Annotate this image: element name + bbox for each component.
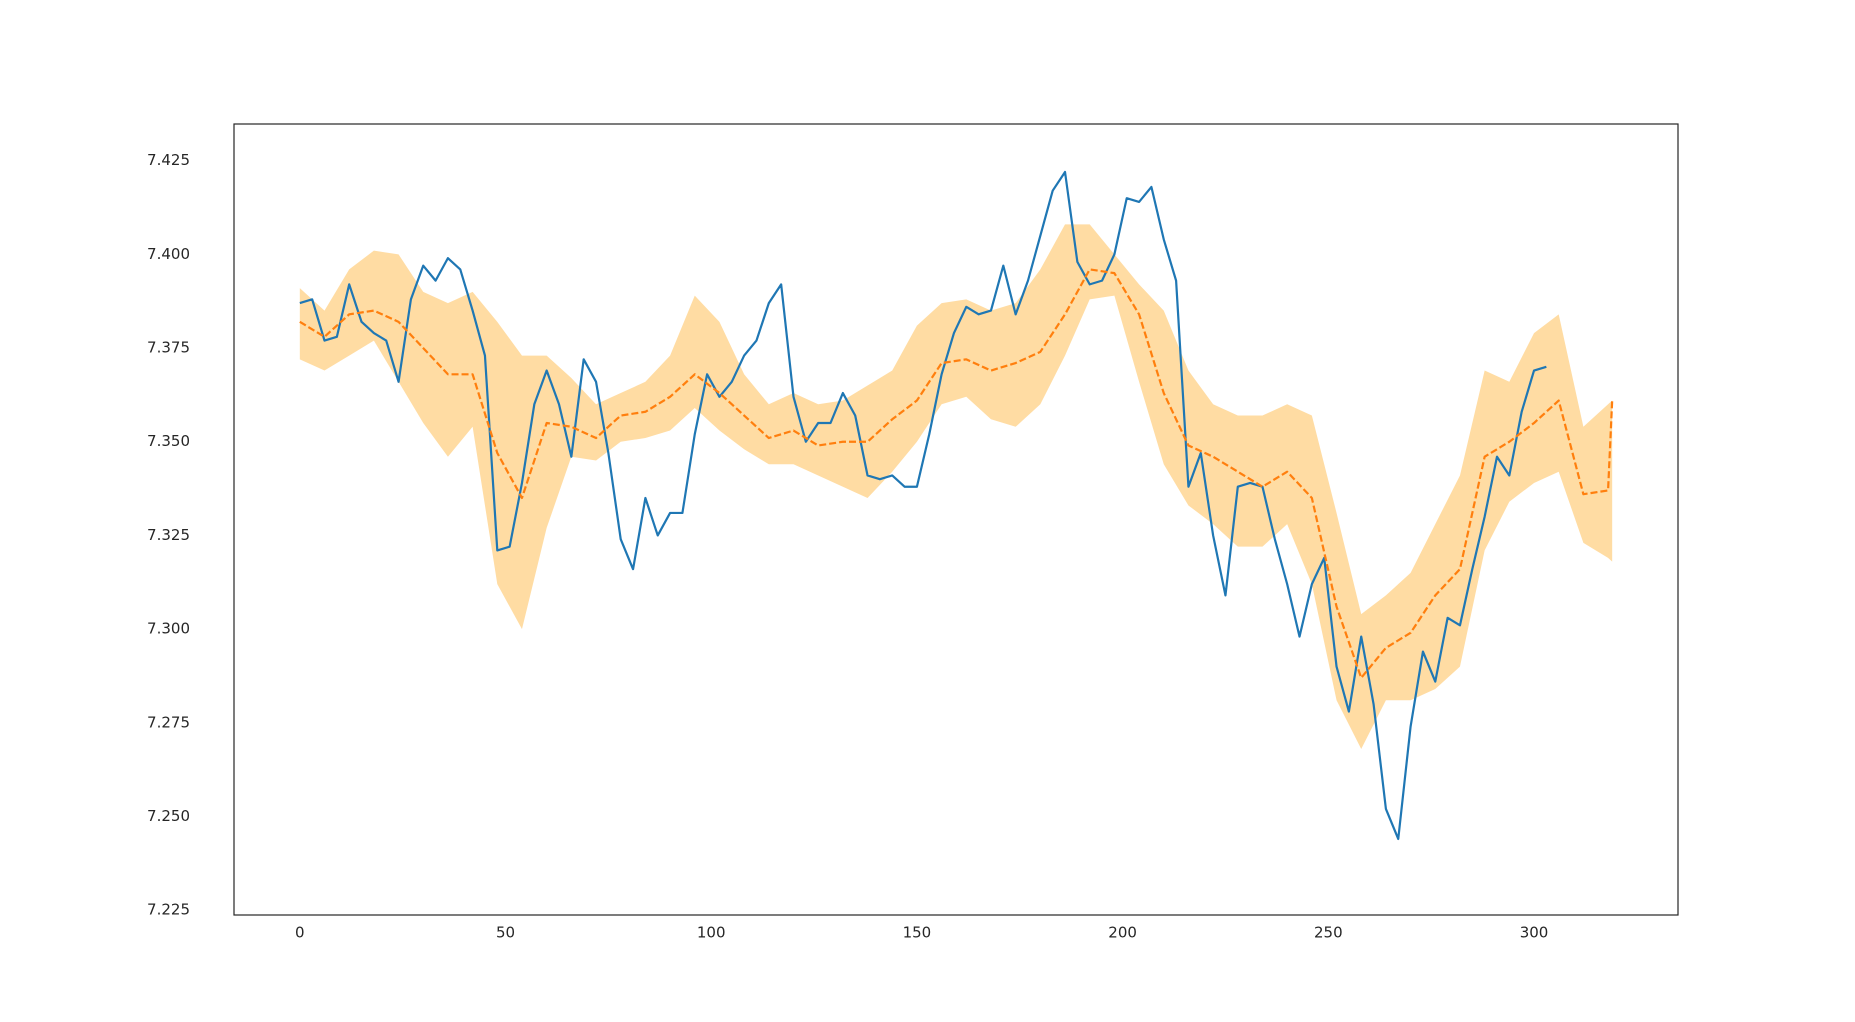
y-tick-label: 7.350	[147, 432, 190, 450]
y-tick-label: 7.425	[147, 151, 190, 169]
x-tick-label: 200	[1108, 924, 1137, 942]
y-tick-label: 7.275	[147, 713, 190, 731]
x-tick-label: 50	[496, 924, 515, 942]
y-tick-label: 7.400	[147, 245, 190, 263]
x-tick-label: 0	[295, 924, 305, 942]
y-tick-label: 7.325	[147, 526, 190, 544]
y-tick-label: 7.250	[147, 807, 190, 825]
y-tick-label: 7.300	[147, 620, 190, 638]
x-tick-label: 250	[1314, 924, 1343, 942]
x-tick-label: 150	[903, 924, 932, 942]
series-line	[299, 170, 1547, 841]
series-line	[299, 268, 1614, 679]
y-tick-label: 7.375	[147, 339, 190, 357]
x-tick-label: 300	[1520, 924, 1549, 942]
plot-frame	[233, 123, 1679, 916]
y-tick-label: 7.225	[147, 901, 190, 919]
x-tick-label: 100	[697, 924, 726, 942]
